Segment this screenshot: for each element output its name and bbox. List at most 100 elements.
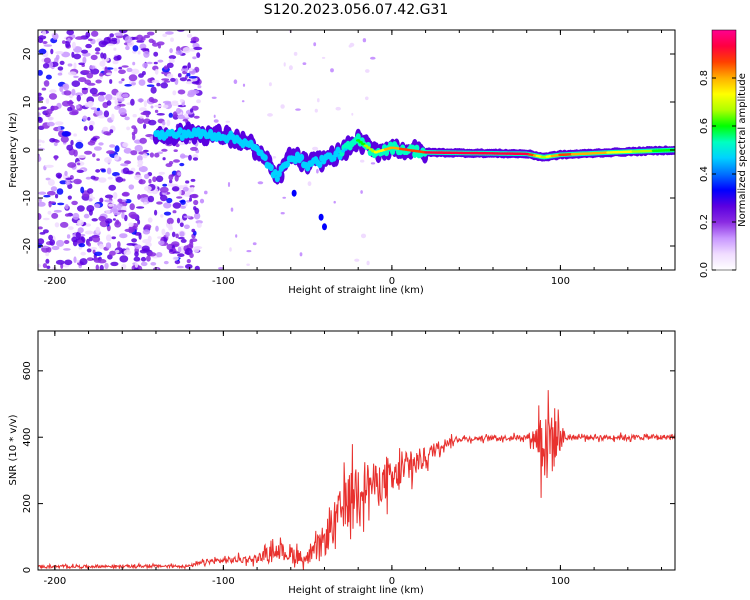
spectrogram-noise-cell: [179, 162, 185, 167]
spectrogram-noise-cell: [76, 169, 84, 173]
spectrogram-noise-cell: [78, 243, 86, 248]
colorbar: 0.0 0.2 0.4 0.6 0.8 Normalized spectral ampl…: [699, 29, 748, 278]
spectrogram-noise-cell: [138, 79, 146, 86]
spectrogram-noise-cell: [115, 176, 124, 183]
spectrogram-noise-cell: [136, 40, 145, 43]
spectrogram-noise-cell: [199, 198, 205, 204]
spectrogram-noise-cell: [172, 202, 182, 209]
spectrogram-noise-cell: [173, 149, 178, 153]
spectrogram-noise-cell: [71, 88, 76, 96]
spectrogram-noise-cell: [48, 234, 53, 241]
spectrogram-noise-cell: [171, 102, 179, 106]
spectrogram-noise-cell: [302, 62, 307, 65]
spectrogram-noise-cell: [134, 251, 139, 257]
spectrogram-noise-cell: [366, 260, 370, 266]
spectrogram-noise-cell: [89, 120, 95, 127]
spectrogram-noise-cell: [57, 72, 63, 76]
spectrogram-noise-cell: [76, 139, 83, 143]
spectrogram-noise-cell: [176, 265, 184, 269]
spectrogram-noise-cell: [165, 31, 174, 35]
spectrogram-noise-cell: [120, 163, 129, 167]
spectrogram-noise-cell: [52, 32, 59, 40]
spectrogram-noise-cell: [191, 81, 200, 85]
spectrogram-noise-cell: [177, 104, 187, 108]
spectrogram-noise-cell: [112, 60, 119, 65]
spectrogram-noise-cell: [88, 236, 93, 242]
spectrogram-noise-cell: [252, 242, 257, 246]
spectrogram-noise-cell: [90, 107, 98, 110]
snr-x-ticks: -200 -100 0 100: [44, 331, 663, 587]
spectrogram-noise-cell: [176, 196, 183, 199]
spectrogram-noise-cell: [188, 67, 193, 72]
spectrogram-noise-cell: [137, 50, 141, 55]
spectrogram-noise-cell: [190, 178, 196, 182]
spectrogram-noise-cell: [242, 83, 246, 87]
spectrogram-noise-cell: [91, 218, 98, 222]
spectrogram-noise-cell: [104, 262, 109, 270]
spectrogram-noise-cell: [114, 105, 121, 110]
spectrogram-noise-cell: [128, 184, 135, 190]
spectrogram-noise-cell: [193, 199, 199, 206]
spectrogram-noise-cell: [38, 154, 41, 162]
spectrogram-noise-cell: [122, 142, 129, 147]
spectrogram-noise-cell: [84, 150, 93, 155]
spectrogram-noise-cell: [112, 192, 118, 200]
spectrogram-noise-cell: [351, 112, 354, 116]
spectrogram-noise-cell: [115, 249, 120, 254]
spectrogram-noise-cell: [144, 173, 150, 180]
spectrogram-noise-cell: [166, 119, 171, 127]
spectrogram-noise-cell: [118, 66, 123, 70]
spectrogram-noise-cell: [124, 116, 130, 121]
spectrogram-noise-cell: [42, 217, 50, 221]
spectrogram-noise-cell: [196, 222, 202, 228]
spectrogram-noise-cell: [233, 79, 238, 84]
spectrogram-noise-cell: [168, 174, 174, 181]
spectrogram-noise-cell: [163, 211, 172, 216]
spectrogram-noise-cell: [67, 195, 72, 200]
spectrogram-noise-cell: [67, 106, 73, 112]
spectrogram-noise-cell: [99, 72, 104, 77]
spectrogram-noise-cell: [69, 111, 79, 116]
spectrogram-noise-cell: [138, 73, 144, 78]
spectrogram-noise-cell: [55, 51, 64, 55]
spectrogram-noise-cell: [154, 68, 159, 75]
spectrogram-noise-cell: [63, 240, 70, 244]
spectrogram-y-tick-label: 20: [22, 48, 33, 61]
spectrogram-noise-cell: [45, 251, 50, 257]
spectrogram-noise-cell: [186, 33, 193, 38]
spectrogram-noise-cell: [50, 48, 54, 55]
colorbar-tick-label: 0.6: [699, 118, 710, 134]
spectrogram-noise-cell: [365, 69, 370, 73]
spectrogram-noise-cell: [71, 41, 76, 49]
spectrogram-noise-cell: [75, 231, 82, 239]
spectrogram-noise-cell: [110, 261, 119, 267]
spectrogram-noise-cell: [160, 214, 164, 218]
spectrogram-noise-cell: [47, 179, 55, 186]
spectrogram-noise-cell: [51, 245, 60, 251]
spectrogram-noise-cell: [125, 45, 130, 51]
spectrogram-noise-cell: [130, 98, 135, 106]
spectrogram-noise-cell: [95, 79, 102, 84]
spectrogram-noise-cell: [38, 112, 41, 117]
spectrogram-noise-cell: [51, 212, 59, 219]
spectrogram-noise-cell: [154, 109, 159, 113]
spectrogram-noise-cell: [147, 217, 153, 223]
spectrogram-noise-cell: [48, 201, 56, 204]
spectrogram-signal-body: [292, 157, 299, 165]
spectrogram-noise-cell: [179, 222, 184, 228]
spectrogram-noise-cell: [104, 199, 113, 203]
spectrogram-noise-cell: [149, 152, 154, 158]
spectrogram-signal-core: [353, 140, 358, 144]
spectrogram-noise-cell: [193, 115, 200, 119]
spectrogram-noise-cell: [169, 48, 173, 54]
spectrogram-noise-cell: [108, 203, 114, 207]
spectrogram-noise-cell: [64, 259, 73, 266]
snr-y-tick-label: 0: [22, 567, 33, 573]
spectrogram-noise-cell: [114, 145, 120, 153]
spectrogram-noise-cell: [111, 37, 118, 42]
spectrogram-noise-cell: [190, 146, 198, 151]
spectrogram-noise-cell: [193, 246, 200, 253]
spectrogram-noise-cell: [119, 30, 128, 34]
spectrogram-noise-cell: [114, 32, 123, 37]
spectrogram-noise-cell: [65, 177, 73, 180]
